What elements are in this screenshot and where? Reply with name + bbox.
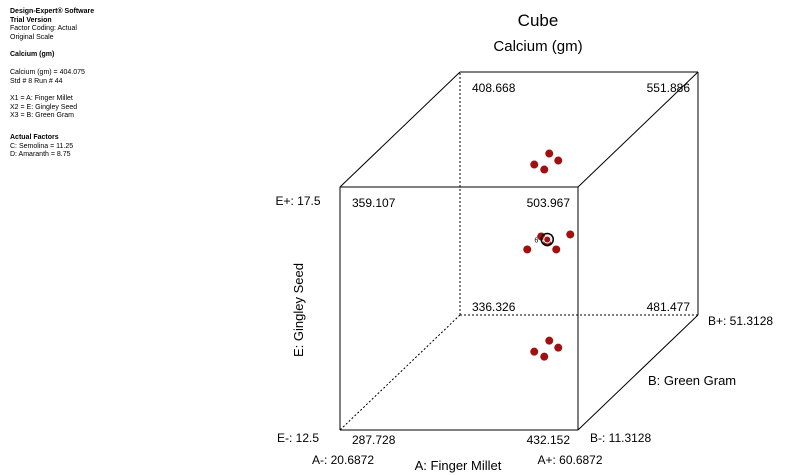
corner-value: 359.107 <box>352 196 396 210</box>
design-point <box>566 230 574 238</box>
corner-value: 336.326 <box>472 300 516 314</box>
cube-edges <box>340 72 698 430</box>
replicate-count: 6 <box>534 237 538 244</box>
design-points: 6 <box>523 150 574 361</box>
axis-b-high-label: B+: 51.3128 <box>708 314 773 328</box>
corner-value: 551.886 <box>647 81 691 95</box>
axis-e-low-label: E-: 12.5 <box>277 431 319 445</box>
chart-subtitle: Calcium (gm) <box>493 38 582 55</box>
axis-b-low-label: B-: 11.3128 <box>590 431 651 445</box>
hidden-edge <box>340 315 460 430</box>
current-point <box>544 236 551 243</box>
design-point <box>540 166 548 174</box>
corner-value: 287.728 <box>352 433 396 447</box>
axis-a-title: A: Finger Millet <box>415 458 502 473</box>
corner-value: 503.967 <box>527 196 571 210</box>
axis-e-high-label: E+: 17.5 <box>275 194 320 208</box>
design-point <box>554 344 562 352</box>
corner-value: 481.477 <box>647 300 691 314</box>
design-point <box>540 353 548 361</box>
chart-title: Cube <box>518 11 559 30</box>
cube-edge <box>340 72 460 187</box>
design-point <box>552 245 560 253</box>
design-point <box>545 150 553 158</box>
axis-a-high-label: A+: 60.6872 <box>537 453 602 467</box>
axis-b-title: B: Green Gram <box>648 373 736 388</box>
design-point <box>545 337 553 345</box>
design-point <box>523 245 531 253</box>
axis-e-title: E: Gingley Seed <box>291 263 306 357</box>
design-point <box>530 161 538 169</box>
corner-value: 408.668 <box>472 81 516 95</box>
corner-labels: 287.728 432.152 359.107 503.967 336.326 481.4… <box>352 81 690 447</box>
corner-value: 432.152 <box>527 433 571 447</box>
design-point <box>530 348 538 356</box>
design-point <box>554 157 562 165</box>
axis-a-low-label: A-: 20.6872 <box>312 453 374 467</box>
